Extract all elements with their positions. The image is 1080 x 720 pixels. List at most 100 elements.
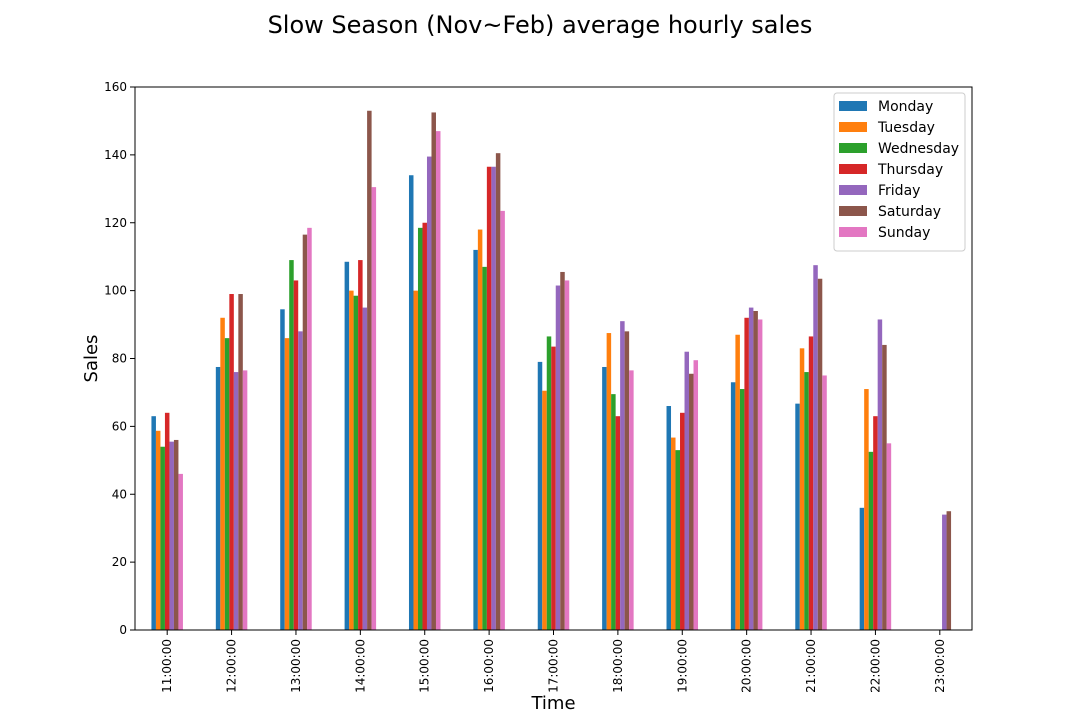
bar-monday-13 xyxy=(280,309,285,630)
bar-thursday-14 xyxy=(358,260,363,630)
bar-thursday-21 xyxy=(808,336,814,630)
bar-monday-16 xyxy=(473,249,478,630)
bar-saturday-11 xyxy=(173,439,179,630)
legend-swatch-thursday xyxy=(839,164,867,174)
bar-wednesday-20 xyxy=(739,389,745,630)
bar-sunday-22 xyxy=(886,443,892,630)
bar-friday-13 xyxy=(298,331,303,630)
bar-monday-11 xyxy=(151,416,156,630)
x-tick-label: 12:00:00 xyxy=(225,639,239,693)
bar-sunday-13 xyxy=(307,227,312,630)
bar-wednesday-22 xyxy=(868,451,874,630)
bar-wednesday-14 xyxy=(353,295,359,630)
bar-monday-15 xyxy=(408,175,414,631)
y-tick-label: 80 xyxy=(112,352,127,366)
x-tick-label: 16:00:00 xyxy=(482,639,496,693)
y-tick-label: 60 xyxy=(112,419,127,433)
legend-swatch-sunday xyxy=(839,227,867,237)
bar-sunday-21 xyxy=(822,375,827,630)
legend-label-monday: Monday xyxy=(878,99,933,115)
bar-tuesday-13 xyxy=(284,338,290,630)
bar-sunday-20 xyxy=(757,319,763,630)
bar-thursday-18 xyxy=(615,416,621,630)
bar-wednesday-19 xyxy=(675,450,681,630)
legend-label-tuesday: Tuesday xyxy=(877,120,935,136)
legend-swatch-tuesday xyxy=(839,122,867,132)
bar-friday-18 xyxy=(620,321,625,630)
bar-wednesday-15 xyxy=(417,227,423,630)
bar-friday-11 xyxy=(169,441,174,630)
bar-monday-17 xyxy=(537,361,543,630)
bar-tuesday-19 xyxy=(671,437,676,630)
bar-sunday-16 xyxy=(500,210,505,630)
bar-thursday-15 xyxy=(422,222,427,630)
bar-saturday-22 xyxy=(882,344,887,630)
bar-wednesday-18 xyxy=(611,394,616,630)
y-tick-label: 140 xyxy=(104,148,127,162)
bar-sunday-19 xyxy=(693,360,699,630)
bar-wednesday-11 xyxy=(160,446,165,630)
x-tick-label: 22:00:00 xyxy=(868,639,882,693)
bar-sunday-14 xyxy=(371,187,377,630)
bar-thursday-22 xyxy=(873,416,878,630)
x-axis: 11:00:00 12:00:00 13:00:00 14:00:00 15:00:00… xyxy=(160,630,947,693)
legend-swatch-friday xyxy=(839,185,867,195)
bar-saturday-12 xyxy=(238,294,243,630)
bar-saturday-16 xyxy=(495,153,501,630)
x-tick-label: 11:00:00 xyxy=(160,639,174,693)
y-tick-label: 20 xyxy=(112,555,127,569)
bar-thursday-19 xyxy=(680,412,685,630)
bar-tuesday-15 xyxy=(413,290,418,631)
x-tick-label: 17:00:00 xyxy=(547,639,561,693)
bar-saturday-17 xyxy=(560,271,565,630)
bar-monday-12 xyxy=(215,366,221,630)
chart-title: Slow Season (Nov~Feb) average hourly sal… xyxy=(268,11,813,39)
bar-saturday-14 xyxy=(367,110,372,630)
bar-wednesday-13 xyxy=(289,260,294,630)
legend-swatch-saturday xyxy=(839,206,867,216)
bar-thursday-20 xyxy=(744,317,749,630)
legend-label-sunday: Sunday xyxy=(878,225,930,241)
bar-thursday-12 xyxy=(229,294,234,630)
x-tick-label: 13:00:00 xyxy=(289,639,303,693)
legend: Monday Tuesday Wednesday Thursday Friday Satu… xyxy=(833,92,966,252)
bar-saturday-21 xyxy=(817,278,823,630)
bar-sunday-11 xyxy=(178,473,183,630)
bar-saturday-18 xyxy=(624,331,630,630)
plot-frame xyxy=(134,86,973,631)
bar-friday-22 xyxy=(877,319,883,630)
y-tick-label: 40 xyxy=(112,487,127,501)
bar-tuesday-14 xyxy=(349,290,354,631)
bar-friday-20 xyxy=(748,307,754,630)
bar-tuesday-18 xyxy=(606,333,612,630)
bar-monday-14 xyxy=(344,261,350,630)
bar-wednesday-17 xyxy=(546,336,552,630)
bar-friday-14 xyxy=(362,307,368,630)
bar-sunday-18 xyxy=(629,370,634,630)
legend-label-saturday: Saturday xyxy=(878,204,941,220)
bar-tuesday-12 xyxy=(220,317,225,630)
bar-saturday-20 xyxy=(753,310,758,630)
bar-friday-15 xyxy=(426,156,432,630)
bars-group xyxy=(151,110,952,631)
legend-label-wednesday: Wednesday xyxy=(878,141,959,157)
bar-friday-12 xyxy=(233,372,239,630)
bar-monday-18 xyxy=(602,366,607,630)
x-tick-label: 20:00:00 xyxy=(740,639,754,693)
bar-thursday-13 xyxy=(293,280,299,630)
legend-label-friday: Friday xyxy=(878,183,920,199)
bar-sunday-12 xyxy=(242,370,248,630)
bar-friday-21 xyxy=(813,265,818,630)
y-axis: 0 20 40 60 80 100 120 140 160 xyxy=(104,80,135,637)
legend-swatch-monday xyxy=(839,101,867,111)
bar-thursday-11 xyxy=(164,412,170,630)
bar-saturday-23 xyxy=(946,511,952,630)
bar-saturday-15 xyxy=(431,112,436,630)
bar-tuesday-21 xyxy=(799,348,805,630)
bar-tuesday-11 xyxy=(155,430,161,630)
x-axis-label: Time xyxy=(530,693,575,714)
legend-label-thursday: Thursday xyxy=(877,162,943,178)
bar-sunday-15 xyxy=(435,131,441,630)
bar-tuesday-16 xyxy=(477,229,483,631)
